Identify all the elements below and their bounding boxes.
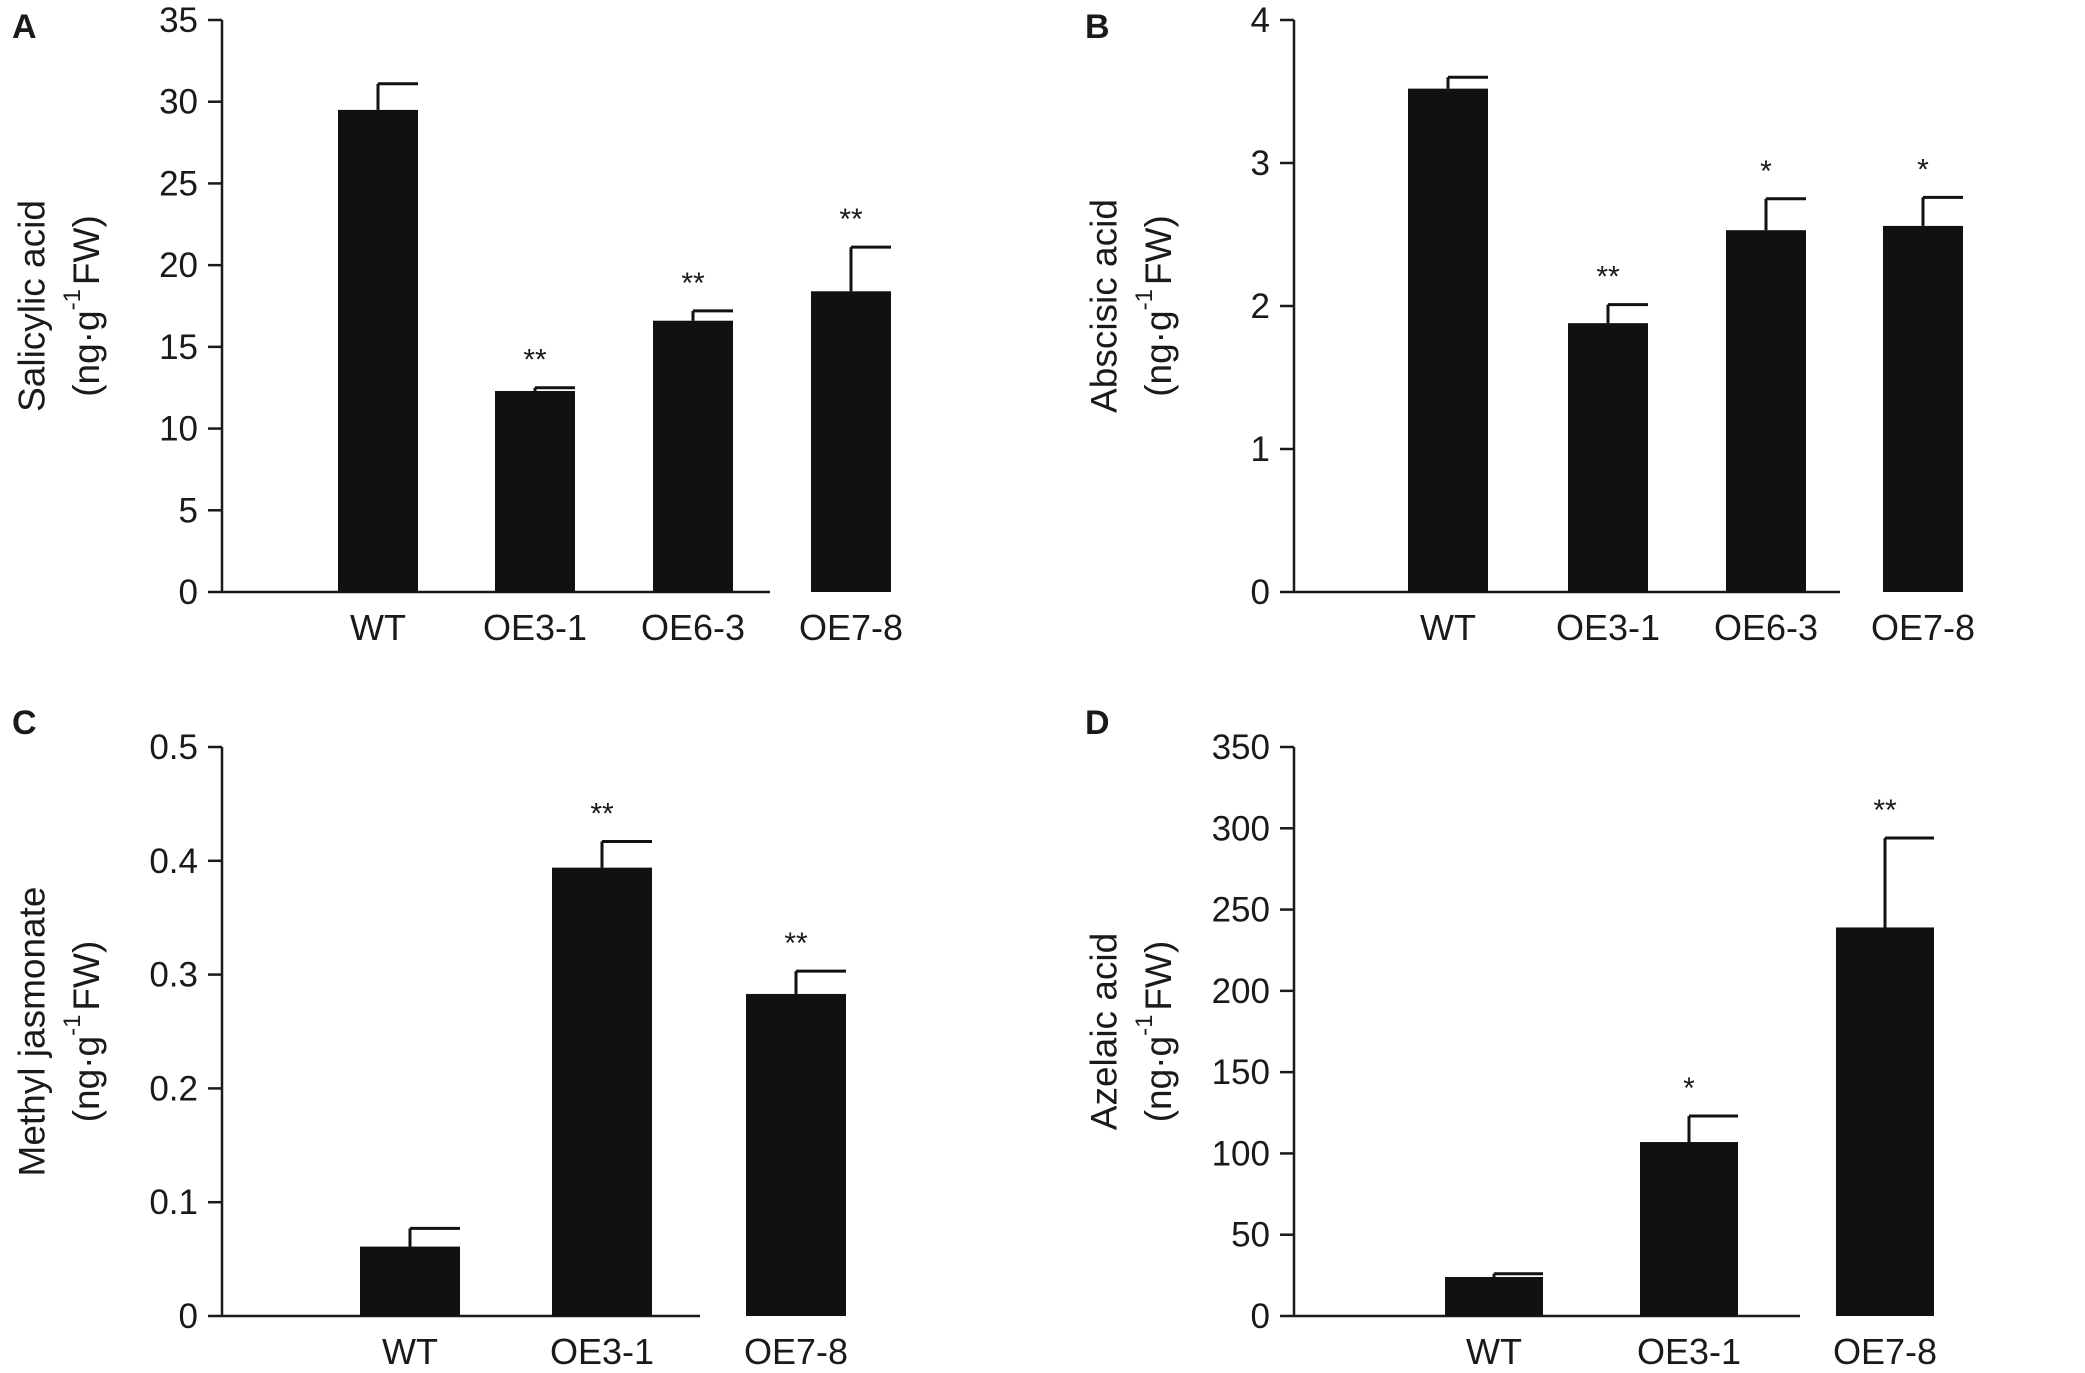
y-tick-label: 5	[179, 491, 198, 530]
y-tick-label: 150	[1212, 1053, 1270, 1092]
y-tick-label: 2	[1251, 287, 1270, 326]
significance-label: **	[1873, 794, 1897, 827]
y-tick-label: 50	[1231, 1216, 1270, 1255]
y-tick-label: 30	[159, 83, 198, 122]
y-axis-unit: (ng·g-1FW)	[1131, 215, 1179, 397]
panel-letter: B	[1085, 8, 1110, 46]
y-tick-label: 0.5	[149, 728, 198, 767]
x-category-label: OE3-1	[1556, 607, 1660, 648]
y-tick-label: 100	[1212, 1134, 1270, 1173]
x-category-label: OE6-3	[1714, 607, 1818, 648]
x-category-label: OE7-8	[799, 607, 903, 648]
bar-oe6-3	[653, 320, 733, 592]
chart-panel-d: D 0 50 100 150 200 250 300 350 Azelaic acid (ng·g-…	[1084, 704, 1938, 1372]
bar-oe7-8	[1836, 927, 1934, 1316]
y-tick-label: 250	[1212, 891, 1270, 930]
x-category-label: WT	[1466, 1331, 1522, 1372]
significance-label: *	[1917, 153, 1929, 186]
significance-label: **	[681, 267, 705, 300]
bar-oe3-1	[1640, 1142, 1738, 1316]
y-tick-label: 0	[1251, 573, 1270, 612]
y-tick-label: 20	[159, 246, 198, 285]
y-tick-label: 35	[159, 1, 198, 40]
significance-label: *	[1683, 1072, 1695, 1105]
y-tick-label: 200	[1212, 972, 1270, 1011]
x-category-label: WT	[350, 607, 406, 648]
y-tick-label: 0	[179, 1297, 198, 1336]
panel-letter: C	[12, 704, 37, 742]
y-tick-label: 4	[1251, 1, 1270, 40]
y-axis-unit: (ng·g-1FW)	[1131, 941, 1179, 1123]
bar-wt	[338, 109, 418, 592]
bar-wt	[1408, 88, 1488, 592]
significance-label: *	[1760, 155, 1772, 188]
x-category-label: WT	[382, 1331, 438, 1372]
significance-label: **	[523, 344, 547, 377]
bar-oe7-8	[746, 993, 846, 1316]
x-category-label: WT	[1420, 607, 1476, 648]
y-tick-label: 25	[159, 164, 198, 203]
y-tick-label: 15	[159, 328, 198, 367]
x-category-label: OE7-8	[744, 1331, 848, 1372]
y-tick-label: 1	[1251, 430, 1270, 469]
y-tick-label: 3	[1251, 144, 1270, 183]
bar-oe3-1	[1568, 323, 1648, 592]
bar-oe7-8	[1883, 225, 1963, 593]
y-tick-label: 0.3	[149, 956, 198, 995]
x-category-label: OE3-1	[1637, 1331, 1741, 1372]
y-axis-unit: (ng·g-1FW)	[59, 941, 107, 1123]
chart-panel-b: B 0 1 2 3 4 Abscisic acid (ng·g-1FW) WT ** OE3-1 * O…	[1084, 1, 1976, 648]
y-axis-title: Abscisic acid	[1084, 199, 1125, 413]
bar-wt	[360, 1246, 460, 1316]
panel-letter: A	[12, 8, 37, 46]
x-category-label: OE7-8	[1833, 1331, 1937, 1372]
chart-panel-c: C 0 0.1 0.2 0.3 0.4 0.5 Methyl jasmonate (ng·g-1…	[12, 704, 849, 1372]
panel-letter: D	[1085, 704, 1110, 742]
bar-wt	[1445, 1276, 1543, 1316]
bar-oe7-8	[811, 291, 891, 592]
y-tick-label: 0.2	[149, 1069, 198, 1108]
chart-panel-a: A 0 5 10 15 20 25 30 35 Salicylic acid (ng·g-1FW) W…	[12, 1, 904, 648]
significance-label: **	[839, 203, 863, 236]
significance-label: **	[784, 927, 808, 960]
y-axis-title: Salicylic acid	[12, 200, 53, 412]
y-tick-label: 0.4	[149, 842, 198, 881]
y-tick-label: 350	[1212, 728, 1270, 767]
significance-label: **	[1596, 261, 1620, 294]
x-category-label: OE3-1	[483, 607, 587, 648]
x-category-label: OE7-8	[1871, 607, 1975, 648]
x-category-label: OE6-3	[641, 607, 745, 648]
bar-oe6-3	[1726, 230, 1806, 592]
y-axis-title: Methyl jasmonate	[12, 887, 53, 1177]
y-tick-label: 0.1	[149, 1183, 198, 1222]
x-category-label: OE3-1	[550, 1331, 654, 1372]
bar-oe3-1	[495, 390, 575, 592]
y-axis-unit: (ng·g-1FW)	[59, 215, 107, 397]
significance-label: **	[590, 797, 614, 830]
y-tick-label: 0	[1251, 1297, 1270, 1336]
bar-oe3-1	[552, 867, 652, 1316]
y-tick-label: 0	[179, 573, 198, 612]
y-tick-label: 10	[159, 410, 198, 449]
y-axis-title: Azelaic acid	[1084, 933, 1125, 1130]
y-tick-label: 300	[1212, 809, 1270, 848]
